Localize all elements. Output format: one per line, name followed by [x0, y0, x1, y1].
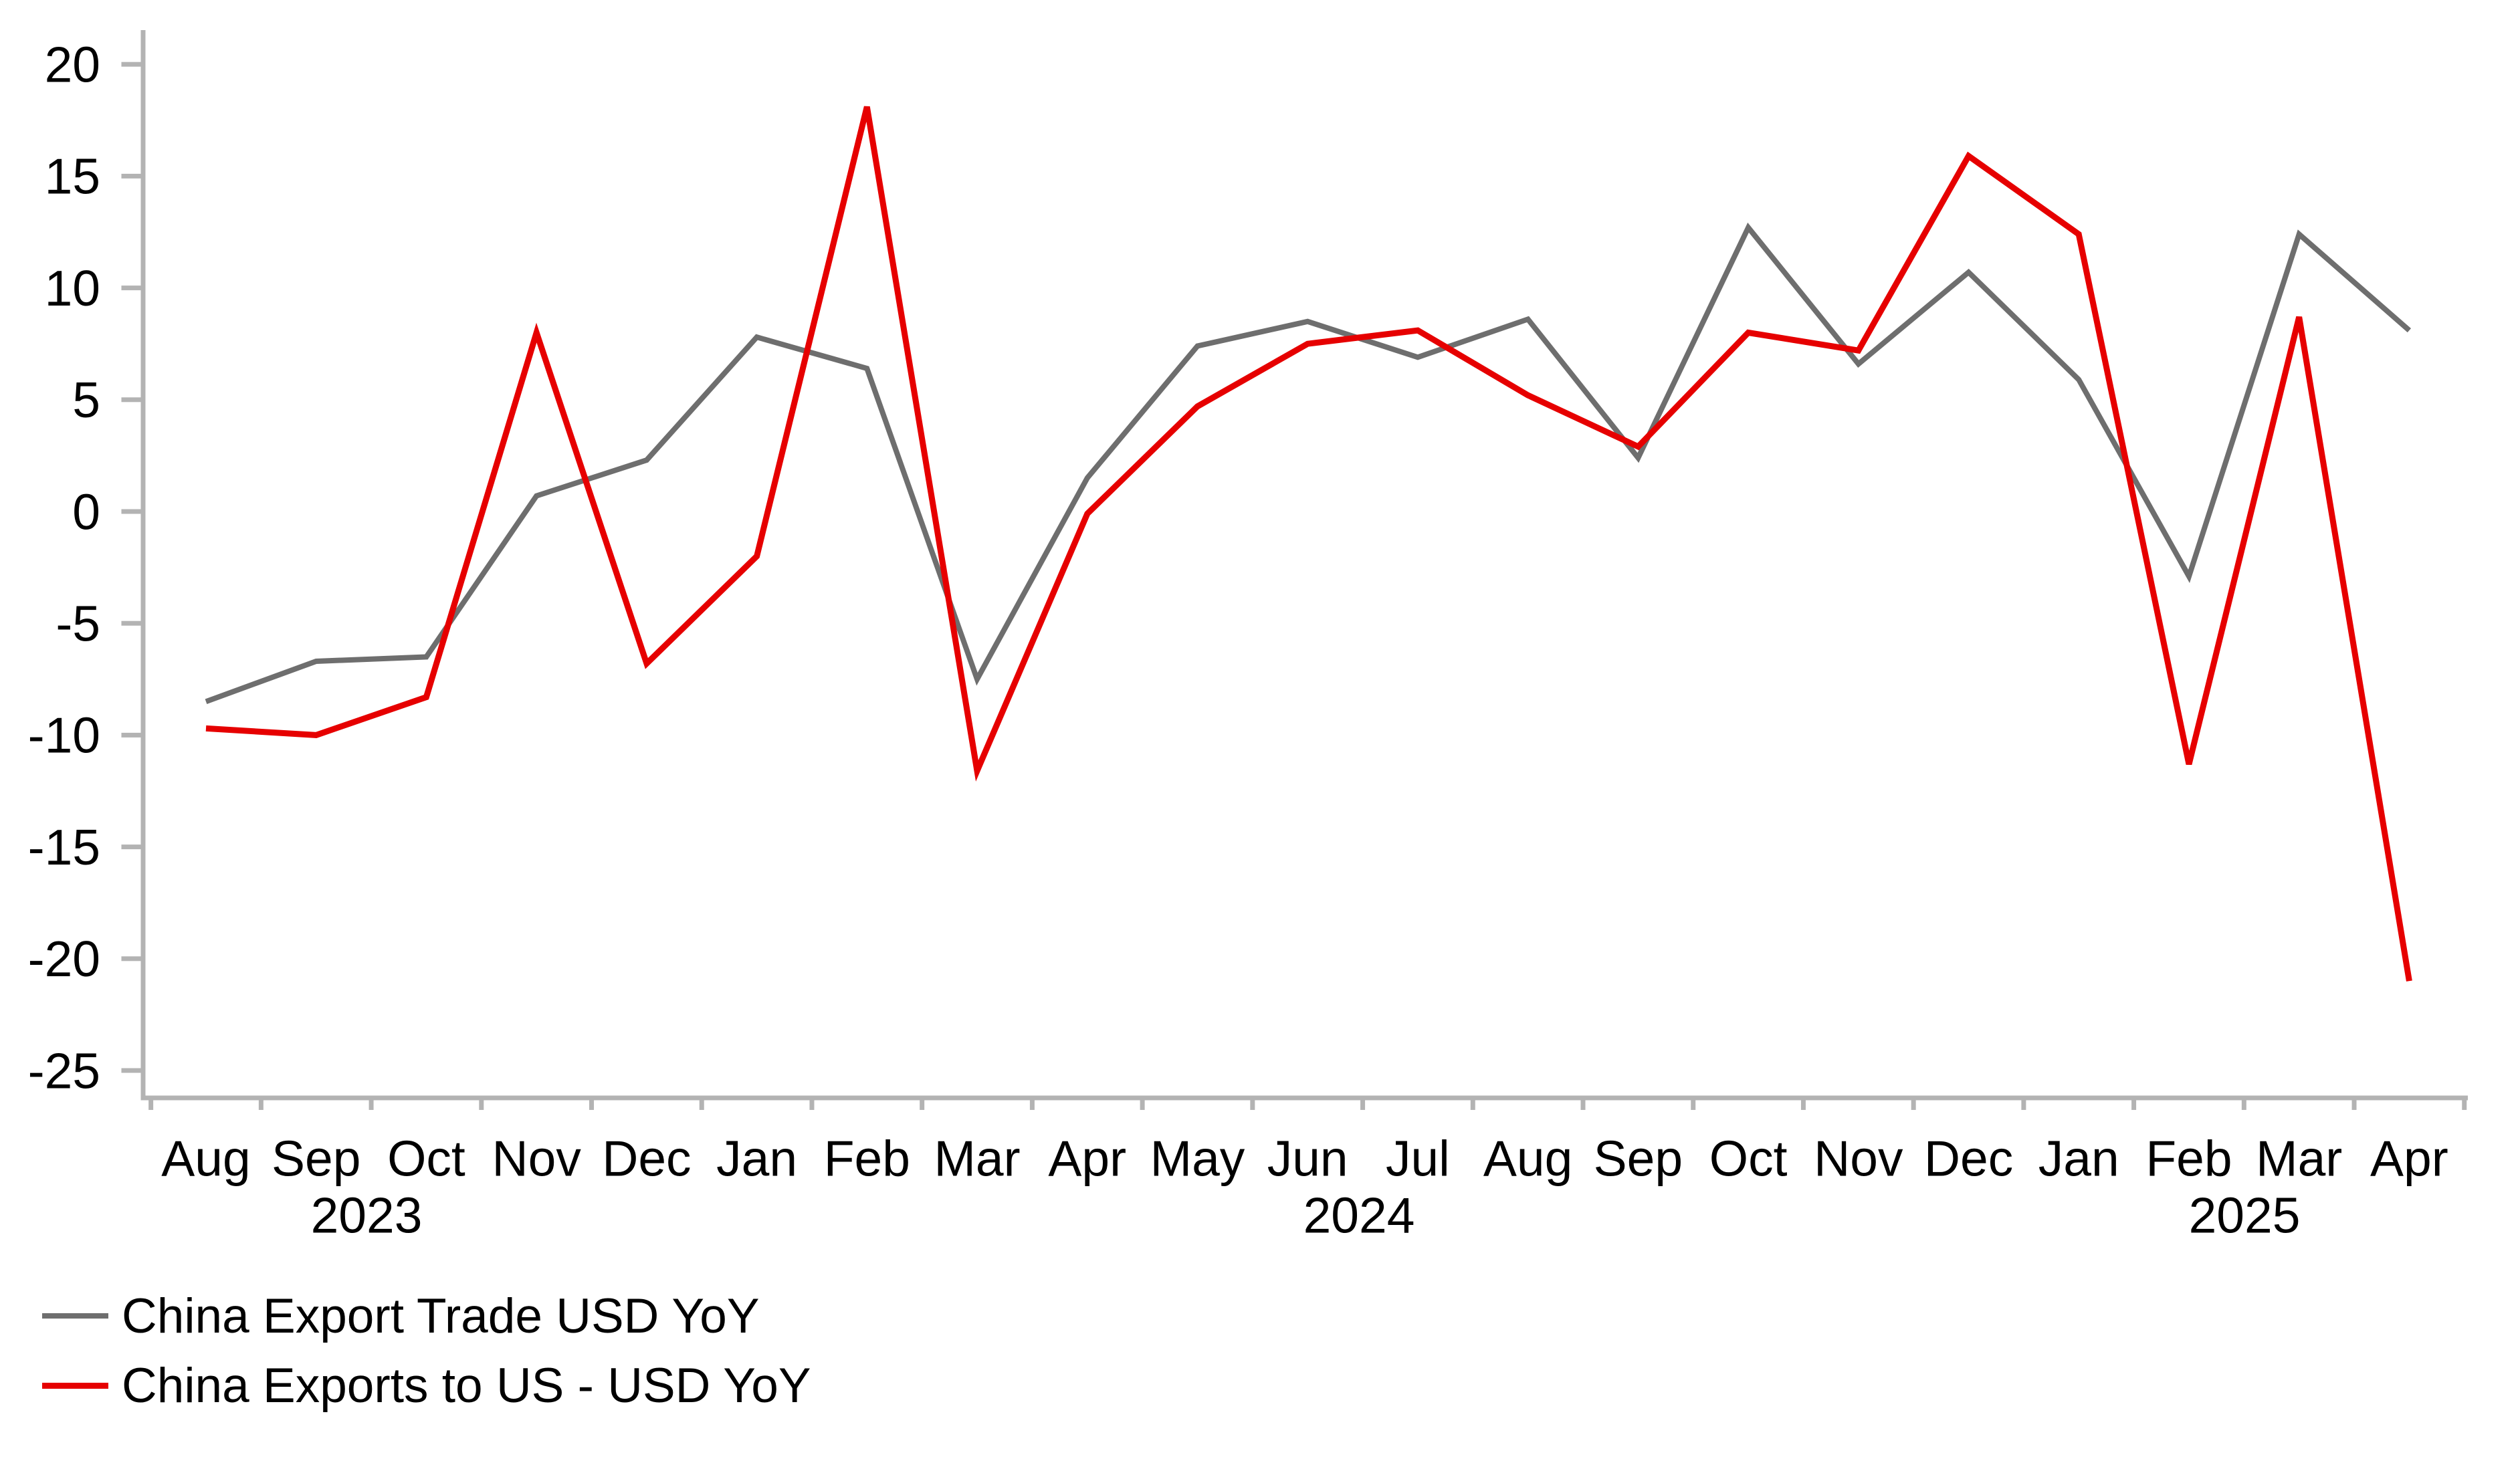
x-axis-month-label: Jan — [716, 1130, 797, 1186]
series-line-china-exports-to-us — [205, 106, 2412, 982]
y-axis-tick — [121, 956, 141, 961]
legend-label: China Export Trade USD YoY — [122, 1288, 760, 1343]
x-axis-month-label: Apr — [1048, 1130, 1126, 1186]
x-axis-month-label: Jun — [1267, 1130, 1348, 1186]
x-axis-month-label: Aug — [161, 1130, 250, 1186]
y-axis-tick — [121, 397, 141, 403]
x-axis-tick — [1691, 1098, 1696, 1110]
x-axis-tick — [1250, 1098, 1255, 1110]
x-axis-month-label: Jan — [2038, 1130, 2119, 1186]
x-axis-month-label: Dec — [1924, 1130, 2013, 1186]
x-axis-tick — [369, 1098, 374, 1110]
legend-label: China Exports to US - USD YoY — [122, 1358, 811, 1413]
x-axis-month-label: Sep — [1594, 1130, 1683, 1186]
x-axis-tick — [2021, 1098, 2026, 1110]
series-line-china-export-trade — [205, 222, 2412, 704]
x-axis-line — [140, 1095, 2468, 1101]
x-axis-tick — [2351, 1098, 2357, 1110]
x-axis-month-label: Sep — [272, 1130, 360, 1186]
x-axis-month-label: Jul — [1386, 1130, 1450, 1186]
x-axis-month-label: May — [1150, 1130, 1245, 1186]
legend-item-china-export-trade: China Export Trade USD YoY — [42, 1290, 811, 1341]
x-axis-month-label: Aug — [1483, 1130, 1572, 1186]
x-axis-year-label: 2024 — [1303, 1187, 1415, 1243]
y-axis-tick — [121, 286, 141, 291]
x-axis-tick — [589, 1098, 595, 1110]
y-axis-tick-label: -25 — [28, 1042, 100, 1099]
y-axis-tick-label: -10 — [28, 707, 100, 764]
y-axis-tick — [121, 844, 141, 850]
x-axis-tick — [1580, 1098, 1586, 1110]
x-axis-year-label: 2023 — [311, 1187, 423, 1243]
x-axis-tick — [699, 1098, 704, 1110]
x-axis-tick — [2241, 1098, 2246, 1110]
x-axis-year-label: 2025 — [2189, 1187, 2301, 1243]
x-axis-tick — [479, 1098, 484, 1110]
x-axis-month-label: Oct — [387, 1130, 465, 1186]
x-axis-tick — [1029, 1098, 1035, 1110]
x-axis-tick — [2131, 1098, 2137, 1110]
x-axis-tick — [2462, 1098, 2467, 1110]
x-axis-month-label: Mar — [934, 1130, 1020, 1186]
y-axis-tick-label: -15 — [28, 819, 100, 875]
x-axis-tick — [1360, 1098, 1366, 1110]
y-axis-tick-label: 15 — [45, 148, 100, 205]
y-axis-tick — [121, 62, 141, 67]
y-axis-line — [140, 30, 146, 1100]
x-axis-tick — [920, 1098, 925, 1110]
y-axis-tick — [121, 173, 141, 179]
x-axis-tick — [258, 1098, 264, 1110]
x-axis-month-label: Nov — [492, 1130, 581, 1186]
x-axis-month-label: Feb — [2145, 1130, 2232, 1186]
legend-line-swatch-red — [42, 1382, 108, 1389]
y-axis-tick-label: 0 — [72, 483, 100, 540]
x-axis-month-label: Mar — [2256, 1130, 2342, 1186]
legend-line-swatch-gray — [42, 1313, 108, 1319]
y-axis-tick — [121, 732, 141, 738]
x-axis-month-label: Apr — [2370, 1130, 2448, 1186]
x-axis-tick — [809, 1098, 815, 1110]
x-axis-tick — [1800, 1098, 1806, 1110]
x-axis-month-label: Feb — [824, 1130, 910, 1186]
legend-item-china-exports-to-us: China Exports to US - USD YoY — [42, 1360, 811, 1411]
x-axis-tick — [1911, 1098, 1916, 1110]
legend: China Export Trade USD YoY China Exports… — [42, 1290, 811, 1411]
y-axis-tick-label: -20 — [28, 931, 100, 987]
x-axis-tick — [148, 1098, 154, 1110]
y-axis-tick-label: 20 — [45, 36, 100, 92]
y-axis-tick-label: 5 — [72, 372, 100, 428]
x-axis-month-label: Nov — [1814, 1130, 1903, 1186]
x-axis-month-label: Dec — [602, 1130, 691, 1186]
y-axis-tick-label: -5 — [56, 595, 100, 651]
x-axis-tick — [1470, 1098, 1475, 1110]
y-axis-tick — [121, 1068, 141, 1073]
x-axis-tick — [1140, 1098, 1145, 1110]
y-axis-tick — [121, 509, 141, 514]
y-axis-tick — [121, 620, 141, 626]
x-axis-month-label: Oct — [1709, 1130, 1788, 1186]
y-axis-tick-label: 10 — [45, 260, 100, 316]
